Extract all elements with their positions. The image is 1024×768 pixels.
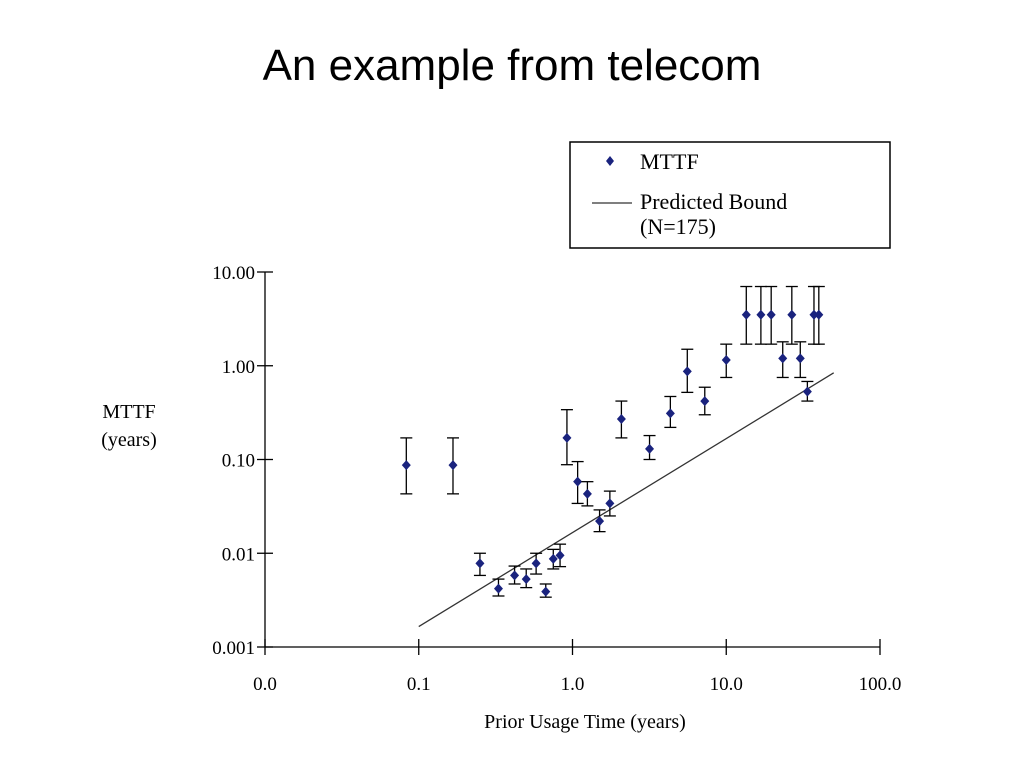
predicted-bound-line bbox=[418, 372, 835, 628]
mttf-marker bbox=[531, 558, 541, 569]
mttf-point bbox=[446, 437, 459, 495]
mttf-marker bbox=[493, 583, 503, 594]
mttf-point bbox=[530, 552, 543, 575]
mttf-point bbox=[603, 490, 616, 517]
mttf-point bbox=[400, 437, 413, 495]
x-tick-label: 10.0 bbox=[710, 674, 743, 695]
mttf-point bbox=[812, 285, 825, 345]
mttf-point bbox=[560, 409, 573, 466]
mttf-point bbox=[593, 509, 606, 533]
mttf-marker bbox=[645, 443, 655, 454]
mttf-marker bbox=[802, 386, 812, 397]
mttf-point bbox=[473, 552, 486, 577]
mttf-marker bbox=[700, 396, 710, 407]
mttf-point bbox=[785, 285, 798, 345]
predicted-bound-series bbox=[418, 372, 835, 628]
mttf-marker bbox=[756, 309, 766, 320]
mttf-marker bbox=[787, 309, 797, 320]
y-tick-label: 1.00 bbox=[222, 357, 255, 378]
mttf-marker bbox=[809, 309, 819, 320]
legend-box bbox=[569, 141, 891, 249]
mttf-marker bbox=[448, 460, 458, 471]
mttf-point bbox=[520, 568, 533, 589]
mttf-point bbox=[539, 583, 552, 598]
mttf-marker bbox=[548, 553, 558, 564]
mttf-point bbox=[664, 395, 677, 429]
y-tick-label: 10.00 bbox=[212, 263, 255, 284]
slide-title: An example from telecom bbox=[262, 41, 762, 90]
mttf-point bbox=[547, 548, 560, 570]
mttf-marker bbox=[665, 408, 675, 419]
mttf-marker bbox=[562, 432, 572, 443]
legend-label-mttf: MTTF bbox=[640, 149, 699, 174]
y-ticks: 10.00 1.00 0.10 0.01 0.001 bbox=[212, 263, 273, 659]
mttf-point bbox=[801, 380, 814, 402]
mttf-marker bbox=[795, 353, 805, 364]
x-tick-label: 0.0 bbox=[253, 674, 277, 695]
mttf-marker bbox=[741, 309, 751, 320]
mttf-point bbox=[754, 285, 767, 345]
axes: 0.0 0.1 1.0 10.0 100.0 10.00 1.00 0.10 0.01 0.00… bbox=[212, 263, 901, 695]
y-axis-title-line1: MTTF bbox=[102, 401, 155, 423]
mttf-marker bbox=[582, 488, 592, 499]
legend-label-bound-line1: Predicted Bound bbox=[640, 189, 787, 214]
mttf-point bbox=[776, 341, 789, 379]
mttf-point bbox=[571, 460, 584, 505]
legend-marker-icon bbox=[606, 156, 614, 166]
mttf-marker bbox=[814, 309, 824, 320]
mttf-point bbox=[740, 285, 753, 345]
x-axis-title: Prior Usage Time (years) bbox=[484, 711, 686, 733]
mttf-marker bbox=[510, 570, 520, 581]
mttf-marker bbox=[555, 550, 565, 561]
mttf-point bbox=[554, 543, 567, 568]
y-tick-label: 0.001 bbox=[212, 638, 255, 659]
mttf-point bbox=[681, 348, 694, 394]
mttf-point bbox=[508, 565, 521, 585]
mttf-point bbox=[720, 343, 733, 379]
mttf-marker bbox=[573, 476, 583, 487]
mttf-point bbox=[698, 386, 711, 416]
mttf-point bbox=[492, 578, 505, 597]
mttf-point bbox=[794, 341, 807, 379]
mttf-marker bbox=[721, 355, 731, 366]
mttf-marker bbox=[778, 353, 788, 364]
mttf-marker bbox=[401, 460, 411, 471]
mttf-marker bbox=[475, 558, 485, 569]
mttf-marker bbox=[616, 414, 626, 425]
legend: MTTF Predicted Bound (N=175) bbox=[569, 141, 891, 249]
mttf-marker bbox=[682, 366, 692, 377]
mttf-point bbox=[643, 434, 656, 461]
mttf-series bbox=[400, 285, 825, 598]
mttf-point bbox=[765, 285, 778, 345]
legend-label-bound-line2: (N=175) bbox=[640, 214, 716, 239]
x-tick-label: 100.0 bbox=[859, 674, 902, 695]
x-tick-label: 0.1 bbox=[407, 674, 431, 695]
mttf-point bbox=[581, 481, 594, 507]
x-tick-label: 1.0 bbox=[561, 674, 585, 695]
mttf-point bbox=[615, 400, 628, 439]
y-axis-title-line2: (years) bbox=[101, 429, 157, 451]
mttf-marker bbox=[541, 586, 551, 597]
y-tick-label: 0.01 bbox=[222, 544, 255, 565]
mttf-marker bbox=[595, 516, 605, 527]
y-tick-label: 0.10 bbox=[222, 451, 255, 472]
mttf-marker bbox=[521, 574, 531, 585]
mttf-marker bbox=[766, 309, 776, 320]
mttf-marker bbox=[605, 498, 615, 509]
